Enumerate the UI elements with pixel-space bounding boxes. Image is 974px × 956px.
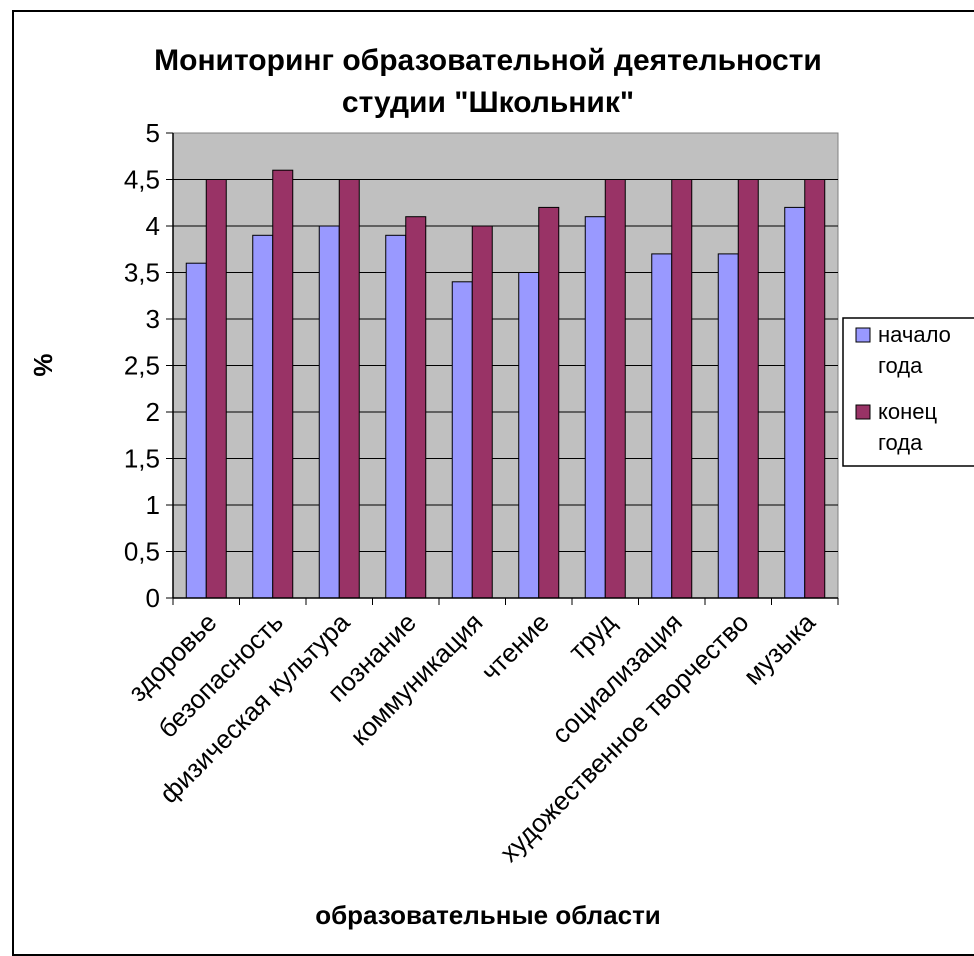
y-tick-label: 2 [146,397,160,427]
legend-box [842,317,974,467]
y-tick-label: 0,5 [124,537,160,567]
bar-start-1 [252,234,274,599]
y-tick-label: 1,5 [124,444,160,474]
legend-swatch-series-2 [855,404,871,420]
bar-end-9 [804,179,826,599]
legend: начало года конец года [842,317,974,467]
legend-label-series-2-line-2: года [878,430,923,455]
bar-start-8 [717,253,739,599]
bar-start-0 [185,262,207,599]
bar-start-7 [651,253,673,599]
chart-title-line-2: студии "Школьник" [342,86,634,119]
bar-end-2 [338,179,360,599]
y-axis-title: % [28,353,58,376]
bar-end-7 [671,179,693,599]
bar-start-2 [318,225,340,599]
bars [185,169,826,599]
x-axis-title: образовательные области [315,900,661,930]
legend-label-series-1-line-1: начало [878,322,951,347]
chart-title-line-1: Мониторинг образовательной деятельности [154,44,822,77]
bar-end-6 [604,179,626,599]
y-tick-label: 2,5 [124,351,160,381]
bar-end-8 [737,179,759,599]
y-tick-label: 1 [146,490,160,520]
axes [172,133,839,605]
bar-end-1 [272,169,294,599]
y-tick-label: 4,5 [124,165,160,195]
y-tick-label: 4 [146,211,160,241]
legend-swatch-series-1 [855,327,871,343]
y-tick-label: 3,5 [124,258,160,288]
bar-start-6 [584,216,606,599]
bar-start-3 [385,234,407,599]
x-tick-label: музыка [737,607,821,691]
bar-end-4 [471,225,493,599]
y-tick-label: 5 [146,118,160,148]
x-tick-label: труд [563,607,622,666]
legend-label-series-1-line-2: года [878,353,923,378]
bar-end-5 [538,206,560,599]
bar-end-0 [205,179,227,599]
y-tick-labels: 0 0,5 1 1,5 2 2,5 3 3,5 4 4,5 5 [124,118,160,613]
legend-label-series-2-line-1: конец [878,399,937,424]
bar-start-5 [518,272,540,599]
bar-start-4 [451,281,473,599]
bar-start-9 [784,206,806,599]
y-tick-label: 3 [146,304,160,334]
bar-end-3 [405,216,427,599]
x-tick-label: чтение [475,607,555,687]
y-tick-label: 0 [146,583,160,613]
